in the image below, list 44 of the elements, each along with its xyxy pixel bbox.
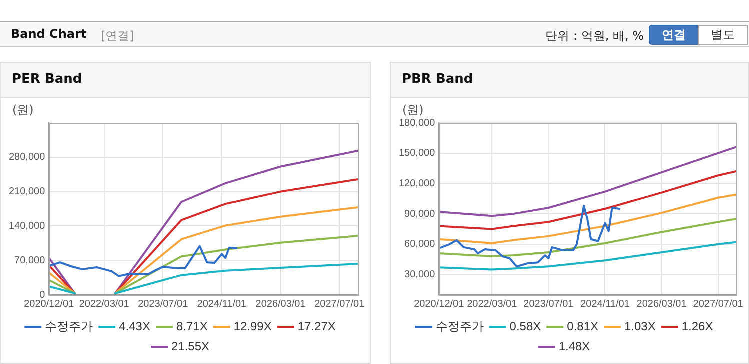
text: 단위 : 억원, 배, % bbox=[546, 28, 644, 45]
y-axis-title: (원) bbox=[12, 103, 34, 118]
legend-label: 17.27X bbox=[298, 319, 336, 334]
y-tick-label: 90,000 bbox=[404, 208, 436, 220]
x-tick-label: 2023/07/01 bbox=[524, 298, 574, 310]
y-tick-label: 150,000 bbox=[398, 148, 436, 160]
legend-label: 수정주가 bbox=[45, 319, 94, 334]
text: Band Chart bbox=[11, 27, 87, 41]
legend-label: 수정주가 bbox=[436, 319, 484, 334]
y-tick-label: 280,000 bbox=[8, 152, 46, 164]
y-tick-label: 180,000 bbox=[398, 118, 436, 129]
text: 별도 bbox=[698, 25, 748, 45]
x-tick-label: 2020/12/01 bbox=[414, 298, 465, 310]
chart-title: PER Band bbox=[1, 63, 370, 98]
legend-label: 0.81X bbox=[567, 319, 598, 334]
x-tick-label: 2023/07/01 bbox=[138, 298, 189, 310]
legend-label: 12.99X bbox=[234, 319, 272, 334]
legend-label: 1.03X bbox=[624, 319, 656, 334]
x-tick-label: 2027/07/01 bbox=[314, 298, 366, 310]
y-tick-label: 120,000 bbox=[398, 178, 436, 190]
x-tick-label: 2024/11/01 bbox=[580, 298, 630, 310]
y-tick-label: 0 bbox=[40, 290, 46, 301]
x-tick-label: 2024/11/01 bbox=[197, 298, 248, 310]
x-tick-label: 2022/03/01 bbox=[467, 298, 518, 310]
x-tick-label: 2020/12/01 bbox=[24, 298, 75, 310]
y-tick-label: 140,000 bbox=[8, 220, 46, 232]
legend-label: 1.48X bbox=[558, 339, 590, 354]
text: [연결] bbox=[101, 28, 134, 45]
y-tick-label: 210,000 bbox=[8, 186, 46, 198]
text: 연결 bbox=[649, 25, 699, 45]
legend-label: 0.58X bbox=[510, 319, 542, 334]
y-tick-label: 70,000 bbox=[14, 255, 46, 266]
x-tick-label: 2022/03/01 bbox=[79, 298, 130, 310]
legend-label: 8.71X bbox=[176, 319, 208, 334]
legend-label: 4.43X bbox=[119, 319, 150, 334]
x-tick-label: 2026/03/01 bbox=[256, 298, 306, 310]
y-tick-label: 60,000 bbox=[404, 239, 436, 250]
legend-label: 21.55X bbox=[171, 339, 210, 354]
x-tick-label: 2027/07/01 bbox=[693, 298, 744, 310]
chart-title: PBR Band bbox=[391, 63, 748, 98]
x-tick-label: 2026/03/01 bbox=[636, 298, 688, 310]
y-axis-title: (원) bbox=[402, 103, 424, 118]
y-tick-label: 30,000 bbox=[404, 270, 436, 281]
legend-label: 1.26X bbox=[682, 319, 714, 334]
